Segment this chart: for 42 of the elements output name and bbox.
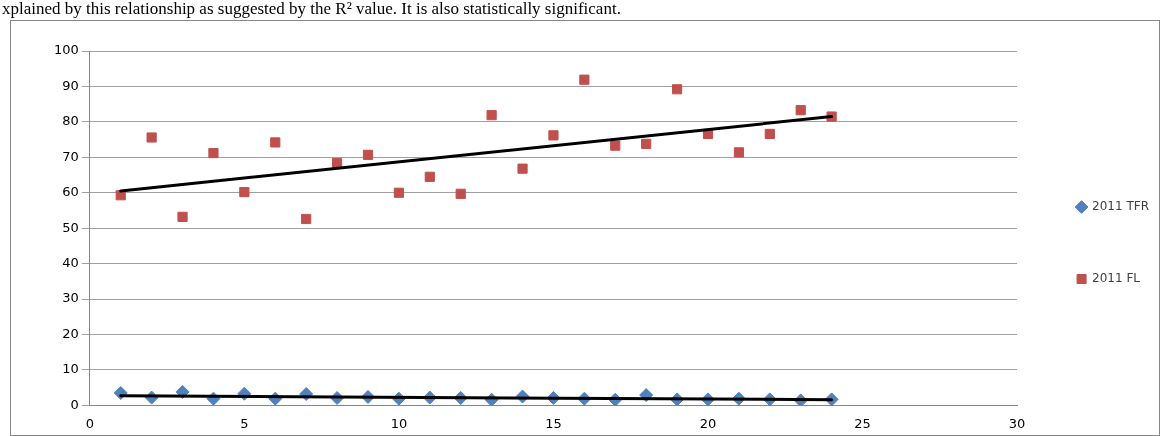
- point: [455, 188, 466, 199]
- y-tick-label: 20: [62, 325, 79, 341]
- point: [579, 74, 590, 85]
- point: [270, 137, 281, 148]
- point: [424, 171, 435, 182]
- point: [115, 190, 126, 201]
- point: [146, 132, 157, 143]
- y-tick-label: 60: [62, 184, 79, 200]
- point: [517, 163, 528, 174]
- y-tick-label: 70: [62, 148, 79, 164]
- legend-label: 2011 TFR: [1092, 199, 1150, 214]
- y-tick-label: 80: [62, 113, 79, 129]
- legend-label: 2011 FL: [1092, 271, 1141, 286]
- point: [610, 140, 621, 151]
- point: [548, 130, 559, 141]
- x-tick-label: 10: [390, 415, 408, 431]
- point: [362, 149, 374, 160]
- point: [795, 105, 806, 116]
- point: [764, 128, 775, 140]
- point: [393, 187, 404, 198]
- x-tick-label: 15: [545, 415, 562, 431]
- x-tick-label: 20: [699, 415, 717, 431]
- y-tick-label: 30: [62, 290, 79, 306]
- point: [486, 110, 497, 121]
- point: [239, 186, 250, 198]
- x-tick-label: 25: [854, 415, 871, 431]
- point: [671, 84, 683, 95]
- point: [733, 147, 744, 158]
- point: [177, 211, 188, 222]
- point: [641, 138, 652, 149]
- x-tick-label: 30: [1008, 415, 1026, 431]
- y-tick-label: 100: [53, 42, 79, 58]
- y-tick-label: 0: [70, 396, 79, 412]
- y-tick-label: 90: [62, 77, 79, 93]
- x-tick-label: 0: [85, 415, 94, 431]
- x-tick-label: 5: [240, 415, 249, 431]
- text: xplained by this relationship as suggested by the R² value. It is also statistically significant.: [1, 0, 622, 18]
- y-tick-label: 40: [62, 255, 79, 271]
- point: [208, 147, 219, 159]
- y-tick-label: 50: [62, 219, 79, 235]
- point: [301, 213, 312, 225]
- y-tick-label: 10: [62, 361, 79, 377]
